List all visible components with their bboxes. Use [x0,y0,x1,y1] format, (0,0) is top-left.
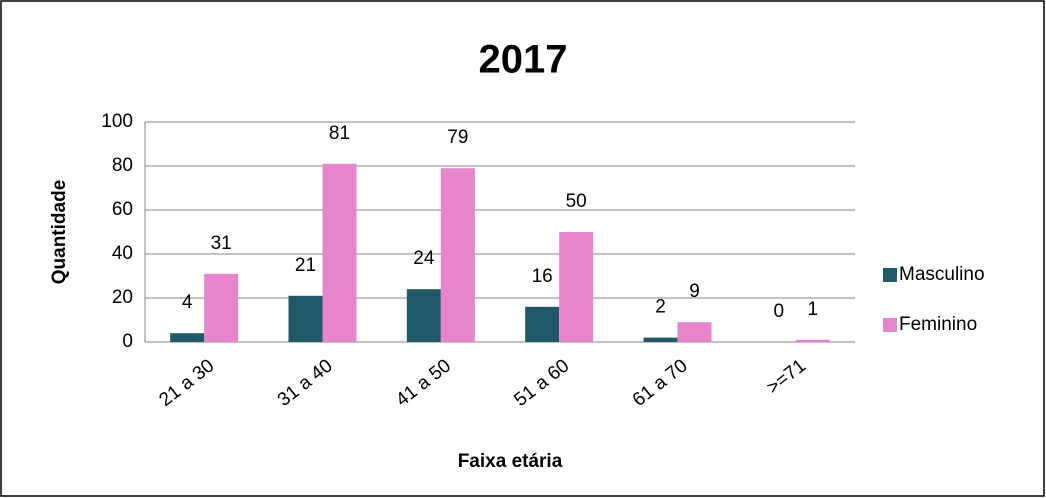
data-label: 2 [655,297,666,318]
bar [204,273,239,342]
y-tick-label: 0 [122,331,133,352]
data-label: 0 [774,301,785,322]
data-label: 9 [689,281,700,302]
data-label: 21 [295,255,316,276]
y-tick-label: 60 [112,199,133,220]
data-label: 31 [211,233,232,254]
chart-title: 2017 [479,38,568,82]
legend-swatch [883,268,897,282]
bar [440,168,475,342]
y-tick-label: 80 [112,155,133,176]
bar [795,339,830,342]
data-label: 4 [182,292,193,313]
data-label: 79 [447,127,468,148]
x-axis-label: Faixa etária [458,451,563,472]
bar [643,337,678,342]
y-tick-label: 20 [112,287,133,308]
legend-label: Feminino [899,314,977,335]
bar [170,333,205,342]
y-tick-label: 40 [112,243,133,264]
legend-label: Masculino [899,264,985,285]
legend-swatch [883,318,897,332]
y-tick-label: 100 [101,111,133,132]
bar [322,163,357,342]
data-label: 50 [566,191,587,212]
data-label: 24 [413,248,435,269]
y-axis-label: Quantidade [49,180,70,285]
data-label: 1 [808,299,819,320]
bar [288,295,323,342]
data-label: 16 [532,266,553,287]
bar [525,306,560,342]
data-label: 81 [329,123,350,144]
bar [677,322,712,342]
bar [406,289,441,342]
bar [559,232,594,342]
